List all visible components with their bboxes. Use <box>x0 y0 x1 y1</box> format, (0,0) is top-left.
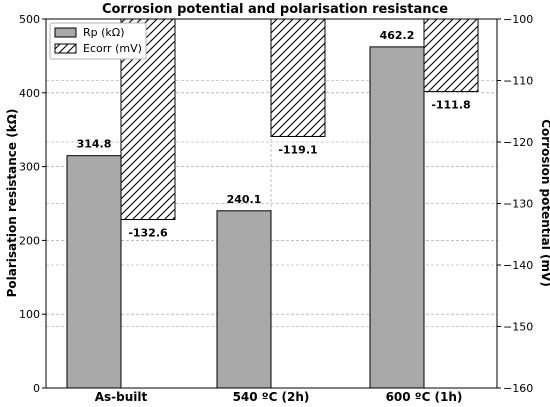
y-left-tick-label: 100 <box>19 308 40 321</box>
data-label-rp-0: 314.8 <box>77 138 112 151</box>
y-right-tick-label: −120 <box>503 136 533 149</box>
y-axis-left-label: Polarisation resistance (kΩ) <box>5 109 19 298</box>
y-left-tick-label: 500 <box>19 13 40 26</box>
y-right-tick-label: −140 <box>503 259 533 272</box>
legend: Rp (kΩ) Ecorr (mV) <box>49 22 147 60</box>
x-tick-label-2: 600 ºC (1h) <box>386 390 463 404</box>
bar-ecorr-2 <box>423 18 479 93</box>
x-tick-label-1: 540 ºC (2h) <box>233 390 310 404</box>
bar-ecorr-1 <box>270 18 326 137</box>
data-label-ecorr-2: -111.8 <box>431 99 470 112</box>
y-left-tick-label: 200 <box>19 234 40 247</box>
axes-layer: As-built 540 ºC (2h) 600 ºC (1h) 0 100 200 300… <box>19 13 533 404</box>
data-label-ecorr-1: -119.1 <box>278 143 317 156</box>
y-right-tick-label: −160 <box>503 382 533 395</box>
y-right-tick-label: −130 <box>503 198 533 211</box>
legend-label-rp: Rp (kΩ) <box>83 26 124 39</box>
bars-layer <box>66 18 479 389</box>
data-label-rp-1: 240.1 <box>227 193 262 206</box>
chart-title: Corrosion potential and polarisation res… <box>102 2 448 17</box>
data-label-ecorr-0: -132.6 <box>128 226 168 239</box>
y-right-tick-label: −100 <box>503 13 533 26</box>
legend-swatch-rp <box>54 27 77 38</box>
y-left-tick-label: 0 <box>33 382 40 395</box>
legend-label-ecorr: Ecorr (mV) <box>83 42 142 55</box>
x-tick-label-0: As-built <box>95 390 148 404</box>
y-right-tick-label: −150 <box>503 321 533 334</box>
y-right-tick-label: −110 <box>503 75 533 88</box>
data-label-rp-2: 462.2 <box>380 29 415 42</box>
legend-swatch-ecorr <box>54 43 77 54</box>
bar-rp-2 <box>369 46 425 389</box>
y-left-tick-label: 400 <box>19 87 40 100</box>
y-axis-right-label: Corrosion potential (mV) <box>539 119 550 287</box>
bar-rp-0 <box>66 155 122 389</box>
data-labels-layer: 314.8 -132.6 240.1 -119.1 462.2 -111.8 <box>77 29 471 240</box>
y-left-tick-label: 300 <box>19 161 40 174</box>
bar-rp-1 <box>216 210 272 389</box>
